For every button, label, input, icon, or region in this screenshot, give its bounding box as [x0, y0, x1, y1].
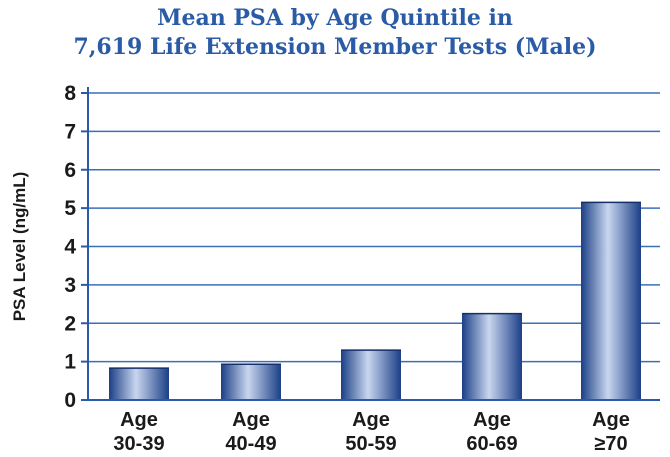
x-tick-label-line2: 60-69: [466, 433, 517, 455]
chart-title-line-2: 7,619 Life Extension Member Tests (Male): [73, 34, 597, 60]
x-tick-label-line1: Age: [352, 409, 390, 431]
y-tick-label: 0: [64, 389, 76, 412]
y-tick-label: 1: [64, 351, 76, 374]
y-tick-label: 8: [64, 82, 76, 105]
y-tick-label: 7: [64, 120, 76, 143]
bar: [109, 368, 169, 400]
bar: [221, 364, 281, 400]
x-tick-label-line2: ≥70: [594, 433, 627, 455]
x-tick-label-line1: Age: [473, 409, 511, 431]
y-tick-label: 6: [64, 159, 76, 182]
gridlines: [88, 92, 660, 363]
axes: [81, 87, 660, 401]
bar: [341, 350, 401, 400]
x-tick-label-line2: 40-49: [225, 433, 276, 455]
y-tick-label: 5: [64, 197, 76, 220]
x-tick-label-line2: 30-39: [113, 433, 164, 455]
bar: [462, 313, 522, 400]
x-tick-label-line1: Age: [592, 409, 630, 431]
y-tick-label: 3: [64, 274, 76, 297]
y-tick-label: 2: [64, 312, 76, 335]
bars: [109, 201, 641, 400]
y-axis-label: PSA Level (ng/mL): [10, 172, 29, 322]
x-tick-label-line1: Age: [232, 409, 270, 431]
y-tick-label: 4: [64, 236, 76, 259]
x-tick-label-line1: Age: [120, 409, 158, 431]
bar: [581, 202, 641, 400]
x-tick-label-line2: 50-59: [345, 433, 396, 455]
chart-title-line-1: Mean PSA by Age Quintile in: [157, 5, 513, 31]
